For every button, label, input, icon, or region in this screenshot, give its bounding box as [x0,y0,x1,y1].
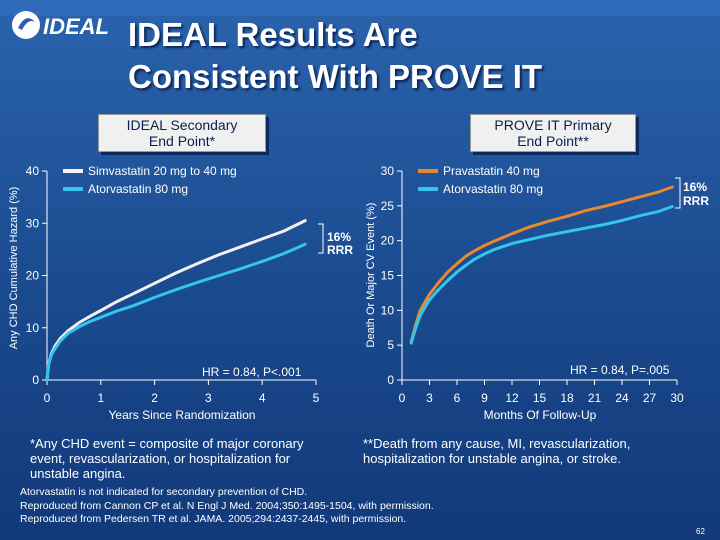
proveit-y-axis-label: Death Or Major CV Event (%) [365,203,377,348]
slide-title: IDEAL Results Are Consistent With PROVE … [128,14,708,98]
page-number: 62 [696,527,705,536]
ideal-chart: Any CHD Cumulative Hazard (%) 010203040 … [8,164,353,422]
ideal-legend-atorva-label: Atorvastatin 80 mg [88,182,188,196]
prove-y-tick-label: 20 [381,234,395,248]
ideal-x-tick-label: 1 [97,391,104,405]
ideal-logo: IDEAL [12,11,109,39]
ideal-y-tick-label: 0 [32,373,39,387]
references: Atorvastatin is not indicated for second… [20,486,434,527]
title-line-1: IDEAL Results Are [128,16,418,53]
logo-text: IDEAL [43,14,109,39]
prove-x-tick-label: 30 [670,391,684,405]
prove-y-tick-label: 0 [387,373,394,387]
ideal-panel-title-line-2: End Point* [148,133,216,149]
proveit-legend-atorva-label: Atorvastatin 80 mg [443,182,543,196]
prove-y-tick-label: 5 [387,338,394,352]
ideal-x-tick-label: 0 [44,391,51,405]
proveit-chart: Death Or Major CV Event (%) 051015202530… [365,164,709,422]
ideal-y-axis-label: Any CHD Cumulative Hazard (%) [8,187,20,350]
prove-x-tick-label: 21 [588,391,602,405]
reference-line-2: Reproduced from Cannon CP et al. N Engl … [20,499,434,512]
proveit-rrr-value: 16% [683,180,707,194]
prove-y-tick-label: 30 [381,164,395,178]
ideal-panel-title-line-1: IDEAL Secondary [126,117,238,133]
prove-x-tick-label: 24 [615,391,629,405]
prove-y-tick-label: 10 [381,303,395,317]
ideal-y-tick-label: 40 [26,164,40,178]
ideal-y-tick-label: 20 [26,269,40,283]
ideal-panel-title: IDEAL Secondary End Point* [98,114,266,152]
ideal-y-tick-label: 10 [26,321,40,335]
proveit-panel-title: PROVE IT Primary End Point** [470,114,636,152]
prove-series-line-0 [409,185,674,344]
ideal-series-line-0 [45,219,307,382]
prove-x-tick-label: 15 [533,391,547,405]
proveit-rrr-label: RRR [683,194,709,208]
prove-y-tick-label: 15 [381,269,395,283]
ideal-hr-text: HR = 0.84, P<.001 [202,365,302,379]
ideal-x-axis-label: Years Since Randomization [109,408,256,422]
prove-series-line-1 [409,205,674,345]
prove-x-tick-label: 9 [481,391,488,405]
ideal-rrr-bracket [318,223,324,254]
prove-x-tick-label: 6 [454,391,461,405]
top-band [0,0,720,16]
ideal-x-tick-label: 5 [313,391,320,405]
proveit-panel-title-line-2: End Point** [517,133,589,149]
ideal-x-tick-label: 3 [205,391,212,405]
prove-x-tick-label: 27 [643,391,657,405]
ideal-x-tick-label: 2 [151,391,158,405]
prove-x-tick-label: 3 [426,391,433,405]
ideal-rrr-label: RRR [327,243,353,257]
prove-y-tick-label: 25 [381,199,395,213]
prove-x-tick-label: 12 [505,391,519,405]
ideal-footnote: *Any CHD event = composite of major coro… [30,436,304,481]
proveit-footnote: **Death from any cause, MI, revasculariz… [363,436,631,466]
reference-line-3: Reproduced from Pedersen TR et al. JAMA.… [20,513,407,525]
proveit-x-axis-label: Months Of Follow-Up [484,408,597,422]
proveit-rrr-bracket [675,177,681,209]
proveit-panel-title-line-1: PROVE IT Primary [494,117,612,133]
ideal-series-line-1 [45,242,307,382]
prove-x-tick-label: 0 [399,391,406,405]
reference-line-1: Atorvastatin is not indicated for second… [20,486,308,498]
proveit-legend-prava-label: Pravastatin 40 mg [443,164,540,178]
ideal-legend-simva-label: Simvastatin 20 mg to 40 mg [88,164,237,178]
prove-x-tick-label: 18 [560,391,574,405]
ideal-rrr-value: 16% [327,230,351,244]
ideal-x-tick-label: 4 [259,391,266,405]
ideal-y-tick-label: 30 [26,216,40,230]
proveit-hr-text: HR = 0.84, P=.005 [570,363,670,377]
title-line-2: Consistent With PROVE IT [128,58,543,95]
